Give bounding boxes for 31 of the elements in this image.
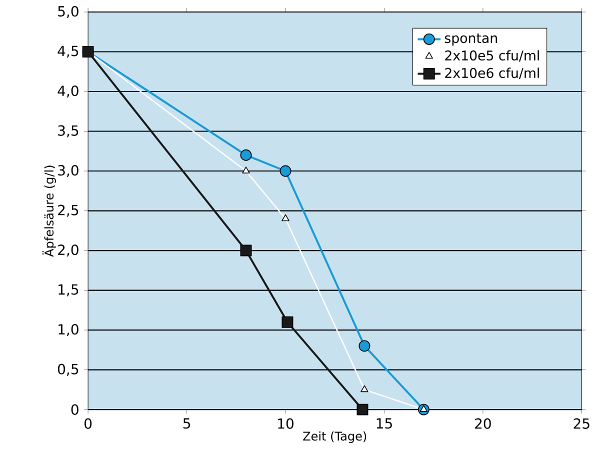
x-tick-label: 15 <box>376 418 392 429</box>
point <box>240 244 252 256</box>
y-tick-label: 2,0 <box>58 244 78 256</box>
x-tick-label: 25 <box>574 418 590 429</box>
x-tick-label: 5 <box>183 418 190 429</box>
point <box>358 340 370 352</box>
legend-label: spontan <box>444 33 497 46</box>
y-tick-label: 3,0 <box>58 164 78 177</box>
x-tick-label: 0 <box>84 418 92 429</box>
y-tick-label: 0,5 <box>58 364 78 376</box>
point <box>282 316 294 328</box>
x-axis-title: Zeit (Tage) <box>303 431 366 443</box>
point <box>282 214 290 222</box>
point <box>240 149 252 161</box>
y-tick-label: 1,0 <box>58 324 78 336</box>
y-tick-label: 1,5 <box>58 284 78 296</box>
legend-label: 2x10e5 cfu/ml <box>445 50 539 62</box>
point <box>242 166 250 174</box>
y-tick-label: 3,5 <box>58 125 78 138</box>
y-tick-label: 4,0 <box>58 85 78 98</box>
y-tick-label: 4,5 <box>58 46 78 58</box>
point <box>356 404 368 416</box>
point <box>280 165 292 177</box>
y-tick-label: 2,5 <box>58 204 78 217</box>
point <box>360 385 368 392</box>
legend-label: 2x10e6 cfu/ml <box>445 68 539 79</box>
y-tick-label: 5,0 <box>58 6 78 18</box>
y-tick-label: 0 <box>71 404 78 415</box>
x-tick-label: 20 <box>475 418 491 429</box>
x-tick-label: 10 <box>278 418 294 429</box>
y-axis-title: Äpfelsäure (g/l) <box>42 166 56 257</box>
